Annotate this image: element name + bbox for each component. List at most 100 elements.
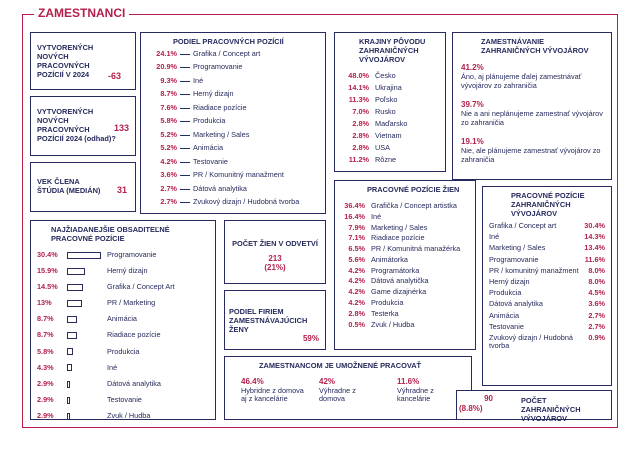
- list-row: 11.3% Poľsko: [341, 95, 439, 105]
- value: 30.4%: [37, 250, 58, 259]
- value: 11.2%: [348, 154, 369, 164]
- panel-title: KRAJINY PÔVODU ZAHRANIČNÝCH VÝVOJÁROV: [359, 37, 426, 64]
- list-row: Grafika / Concept art 30.4%: [489, 221, 605, 231]
- value: 4.2%: [348, 298, 365, 308]
- value: 2.9%: [37, 378, 54, 388]
- stat-title: VYTVORENÝCH NOVÝCH PRACOVNÝCH POZÍCIÍ V …: [37, 43, 94, 79]
- value: 11.6%: [584, 254, 605, 264]
- list-row: 16.4% Iné: [341, 211, 469, 222]
- stat-box: VYTVORENÝCH NOVÝCH PRACOVNÝCH POZÍCIÍ V …: [30, 32, 136, 90]
- label: Riadiace pozície: [106, 330, 161, 340]
- value: 8.7%: [160, 89, 177, 99]
- list-row: Marketing / Sales 13.4%: [489, 244, 605, 253]
- value: 14.3%: [584, 232, 605, 242]
- label: Programovanie: [193, 62, 243, 72]
- label: Riadiace pozície: [371, 233, 425, 243]
- label: Grafička / Concept artistka: [371, 201, 457, 210]
- value: 2.7%: [588, 310, 605, 320]
- value: 2.9%: [37, 394, 54, 404]
- value: 2.9%: [37, 410, 54, 420]
- leader-line: [180, 144, 190, 150]
- label: Produkcia: [489, 288, 522, 298]
- leader-line: [180, 90, 190, 96]
- leader-line: [180, 77, 190, 82]
- list-row: 7.9% Marketing / Sales: [341, 222, 469, 233]
- value: 13.4%: [584, 243, 605, 253]
- stat-box: VYTVORENÝCH NOVÝCH PRACOVNÝCH POZÍCIÍ 20…: [30, 96, 136, 156]
- leader-line: [180, 131, 190, 136]
- value: 4.3%: [37, 362, 54, 372]
- label: Iné: [371, 211, 382, 221]
- value: 3.6%: [588, 299, 605, 309]
- hiring-panel: ZAMESTNÁVANIE ZAHRANIČNÝCH VÝVOJÁROV 41.…: [452, 32, 612, 180]
- label: Animácia: [106, 314, 137, 324]
- value: 2.7%: [160, 197, 177, 207]
- value: 19.1%: [461, 137, 484, 146]
- label: Nie a ani neplánujeme zamestnať vývojáro…: [461, 109, 603, 127]
- value: 59%: [302, 334, 319, 343]
- list-row: 5.8% Produkcia: [37, 346, 209, 357]
- list-row: 2.7% Zvukový dizajn / Hudobná tvorba: [147, 198, 319, 207]
- list-row: 2.9% Zvuk / Hudba: [37, 410, 209, 421]
- label: Testovanie: [193, 156, 228, 166]
- label: PR / Komunitná manažérka: [371, 244, 461, 254]
- value: 48.0%: [348, 71, 369, 80]
- value: 0.5%: [348, 319, 365, 329]
- value: 20.9%: [156, 62, 177, 72]
- women-count-panel: POČET ŽIEN V ODVETVÍ 213 (21%): [224, 220, 326, 284]
- label: Game dizajnérka: [371, 287, 427, 297]
- remote-items: 46.4% Hybridne z domova aj z kancelárie 42…: [241, 377, 463, 404]
- value: 2.8%: [348, 308, 365, 318]
- label: PR / Komunitný manažment: [193, 170, 284, 180]
- list-row: 8.7% Animácia: [37, 315, 209, 324]
- value: 24.1%: [156, 49, 177, 58]
- label: Hybridne z domova aj z kancelárie: [241, 385, 304, 403]
- label: Produkcia: [106, 346, 140, 356]
- bar: [67, 348, 74, 356]
- stat-value: 133: [113, 123, 129, 133]
- list-row: 3.6% PR / Komunitný manažment: [147, 171, 319, 180]
- label: Herný dizajn: [106, 266, 148, 276]
- stat-box: VEK ČLENA ŠTÚDIA (MEDIÁN) 31: [30, 162, 136, 212]
- stat-title: VYTVORENÝCH NOVÝCH PRACOVNÝCH POZÍCIÍ 20…: [37, 107, 116, 143]
- list-row: 4.3% Iné: [37, 362, 209, 373]
- list-row: Zvukový dizajn / Hudobná tvorba 0.9%: [489, 333, 605, 351]
- label: Riadiace pozície: [193, 102, 247, 112]
- label: PR / Marketing: [106, 298, 156, 308]
- list-row: 2.8% USA: [341, 142, 439, 153]
- value: 5.6%: [348, 254, 365, 264]
- list-row: Produkcia 4.5%: [489, 289, 605, 298]
- label: Zvuk / Hudba: [371, 319, 415, 329]
- label: Dátová analytika: [489, 299, 543, 309]
- panel-title: PODIEL FIRIEM ZAMESTNÁVAJÚCICH ŽENY: [229, 307, 308, 334]
- value: 11.6%: [397, 377, 420, 386]
- list-row: Testovanie 2.7%: [489, 321, 605, 332]
- label: Výhradne z domova: [319, 385, 356, 403]
- value: 13%: [37, 298, 52, 308]
- value: 46.4%: [241, 377, 264, 386]
- label: Marketing / Sales: [371, 222, 428, 232]
- label: Grafika / Concept art: [193, 49, 261, 58]
- hiring-item: 19.1% Nie, ale plánujeme zamestnať vývojá…: [461, 137, 603, 164]
- list-row: 48.0% Česko: [341, 71, 439, 81]
- label: Marketing / Sales: [489, 243, 546, 253]
- value: 4.2%: [348, 265, 365, 275]
- panel-title: NAJŽIADANEJŠIE OBSADITEĽNÉ PRACOVNÉ POZÍ…: [51, 225, 170, 243]
- list-row: 36.4% Grafička / Concept artistka: [341, 201, 469, 211]
- list-row: 5.6% Animátorka: [341, 254, 469, 265]
- label: Testovanie: [489, 321, 524, 331]
- list-row: 4.2% Testovanie: [147, 156, 319, 167]
- value: 2.8%: [352, 142, 369, 152]
- hiring-item: 41.2% Áno, aj plánujeme ďalej zamestnávať…: [461, 63, 603, 90]
- bar: [67, 364, 72, 372]
- list-row: Dátová analytika 3.6%: [489, 300, 605, 309]
- value: 4.5%: [588, 288, 605, 298]
- leader-line: [180, 171, 190, 177]
- list-row: 5.8% Produkcia: [147, 117, 319, 126]
- value: 7.9%: [348, 222, 365, 232]
- list-row: 7.6% Riadiace pozície: [147, 102, 319, 113]
- remote-panel: ZAMESTNANCOM JE UMOŽNENÉ PRACOVAŤ 46.4% H…: [224, 356, 472, 420]
- bar: [67, 332, 77, 340]
- value: 5.8%: [37, 346, 54, 356]
